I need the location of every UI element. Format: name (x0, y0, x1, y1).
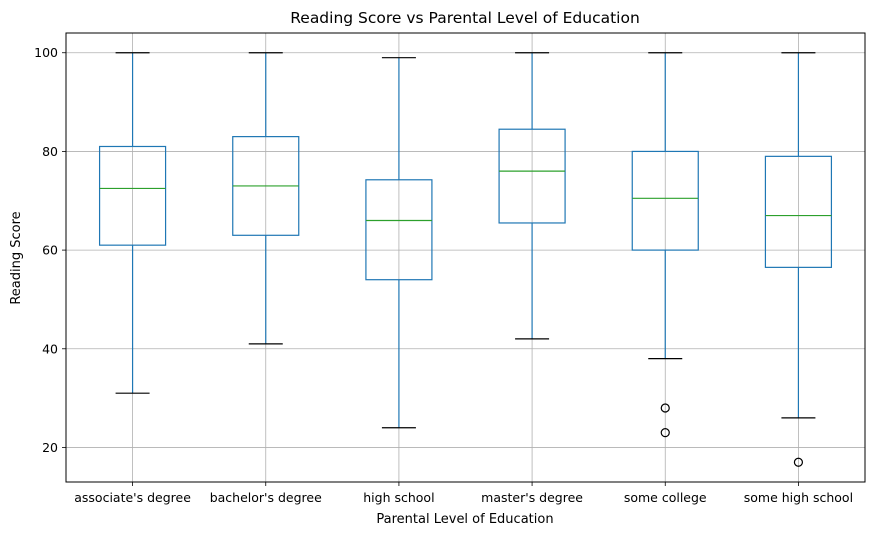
box-group (232, 52, 300, 345)
outlier-point (793, 457, 804, 467)
outlier-point (660, 428, 670, 438)
iqr-box (498, 128, 566, 224)
iqr-box (365, 179, 433, 281)
box-group (365, 57, 433, 429)
y-tick-label: 40 (42, 341, 58, 356)
x-axis-label: Parental Level of Education (376, 512, 553, 527)
plot-frame (65, 32, 866, 483)
outlier-point (660, 403, 670, 413)
x-tick-label: high school (363, 490, 434, 505)
y-tick-label: 60 (42, 243, 58, 258)
chart-title: Reading Score vs Parental Level of Educa… (290, 9, 640, 27)
y-tick-label: 80 (42, 144, 58, 159)
iqr-box (98, 145, 167, 246)
x-tick-label: associate's degree (74, 490, 191, 505)
boxes (98, 52, 833, 467)
box-group (764, 52, 833, 467)
y-tick-label: 20 (42, 440, 58, 455)
y-axis-label: Reading Score (9, 211, 24, 304)
x-tick-label: bachelor's degree (210, 490, 322, 505)
iqr-box (764, 155, 833, 268)
x-tick-label: some high school (744, 490, 853, 505)
x-tick-label: master's degree (481, 490, 583, 505)
grid (66, 33, 865, 482)
box-group (631, 52, 699, 438)
axes: 20 40 60 80 100 associate's degree bachelor's … (34, 45, 853, 505)
box-group (98, 52, 167, 394)
box-group (498, 52, 566, 340)
y-tick-label: 100 (34, 45, 58, 60)
iqr-box (631, 150, 699, 251)
x-tick-label: some college (624, 490, 707, 505)
